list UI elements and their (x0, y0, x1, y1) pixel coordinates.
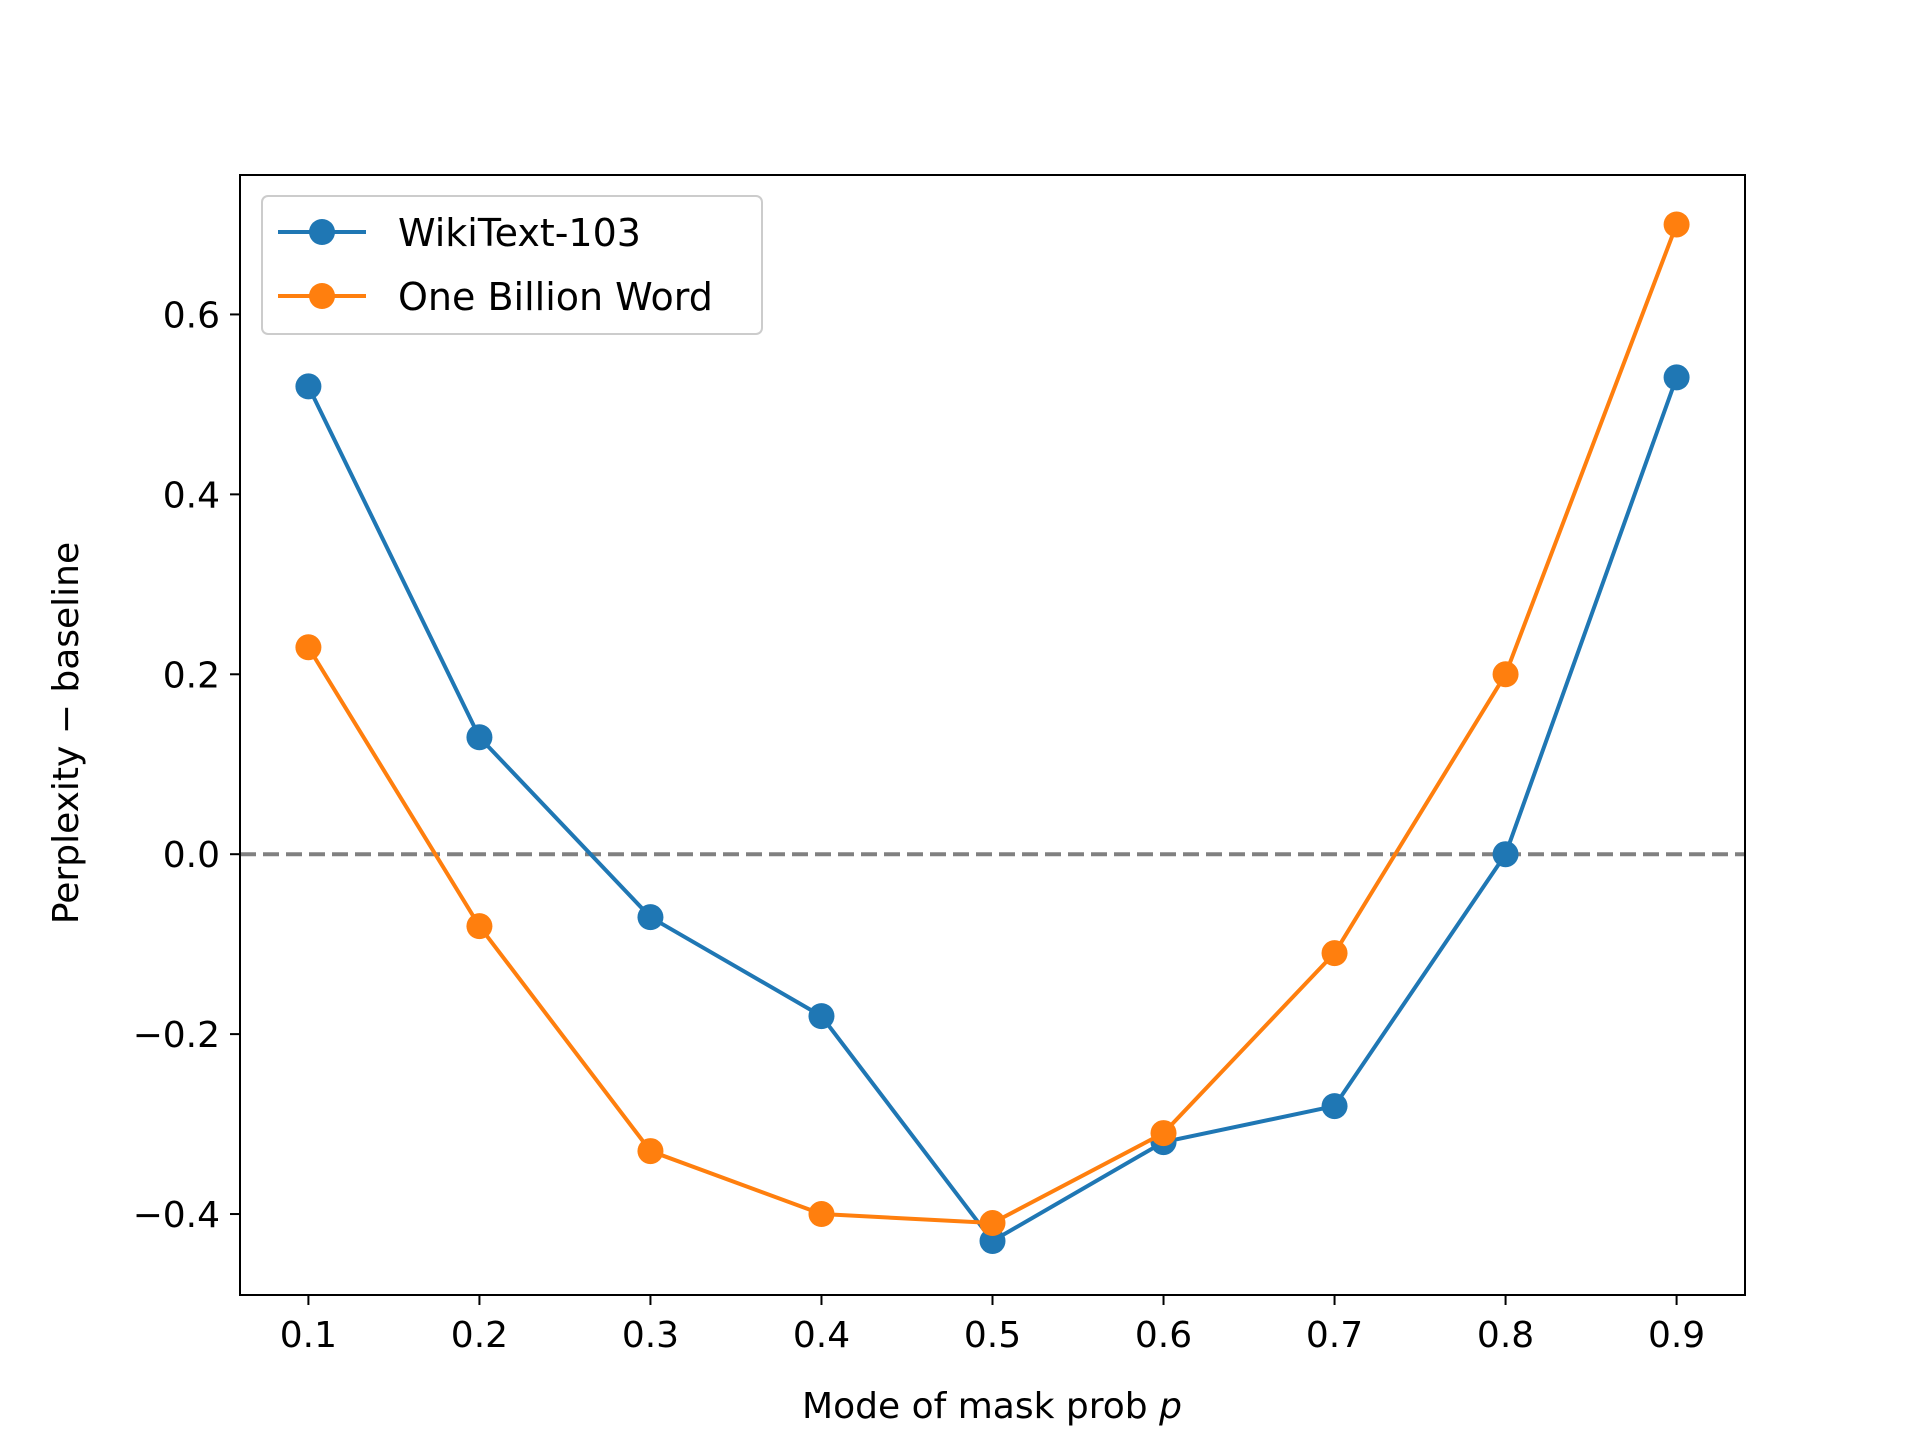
x-tick-label: 0.6 (1135, 1315, 1192, 1356)
legend: WikiText-103 One Billion Word (261, 195, 763, 335)
data-point (808, 1201, 835, 1228)
y-axis-title: Perplexity − baseline (46, 542, 87, 924)
data-point (637, 1138, 664, 1165)
series-layer (295, 211, 1690, 1255)
data-point (979, 1228, 1006, 1255)
x-tick-label: 0.9 (1648, 1315, 1705, 1356)
y-tick-label: 0.4 (163, 475, 220, 516)
x-axis-title-text: Mode of mask prob (802, 1386, 1148, 1427)
y-axis: −0.4 −0.2 0.0 0.2 0.4 0.6 (133, 295, 240, 1236)
data-point (808, 1003, 835, 1030)
x-tick-label: 0.5 (964, 1315, 1021, 1356)
data-point (637, 904, 664, 931)
x-tick-label: 0.4 (793, 1315, 850, 1356)
data-point (1663, 211, 1690, 238)
data-point (1492, 661, 1519, 688)
x-axis-title-variable: p (1158, 1386, 1182, 1427)
x-axis-title: Mode of mask prob p (802, 1386, 1182, 1427)
legend-label: One Billion Word (398, 275, 713, 319)
x-tick-label: 0.2 (451, 1315, 508, 1356)
data-point (466, 913, 493, 940)
series-group (295, 211, 1690, 1237)
data-point (1150, 1120, 1177, 1147)
legend-frame (261, 195, 763, 335)
y-tick-label: 0.2 (163, 655, 220, 696)
legend-label: WikiText-103 (398, 211, 641, 255)
data-point (295, 373, 322, 400)
data-point (1492, 841, 1519, 868)
data-point (1321, 940, 1348, 967)
x-axis: 0.1 0.2 0.3 0.4 0.5 0.6 0.7 0.8 0.9 (280, 1295, 1705, 1356)
legend-marker (309, 219, 335, 245)
y-tick-label: −0.4 (133, 1195, 220, 1236)
y-tick-label: −0.2 (133, 1015, 220, 1056)
y-tick-label: 0.0 (163, 835, 220, 876)
y-tick-label: 0.6 (163, 295, 220, 336)
x-tick-label: 0.7 (1306, 1315, 1363, 1356)
x-tick-label: 0.1 (280, 1315, 337, 1356)
data-point (295, 634, 322, 661)
legend-marker (309, 283, 335, 309)
data-point (979, 1210, 1006, 1237)
data-point (466, 724, 493, 751)
data-point (1321, 1093, 1348, 1120)
data-point (1663, 364, 1690, 391)
x-tick-label: 0.3 (622, 1315, 679, 1356)
x-tick-label: 0.8 (1477, 1315, 1534, 1356)
